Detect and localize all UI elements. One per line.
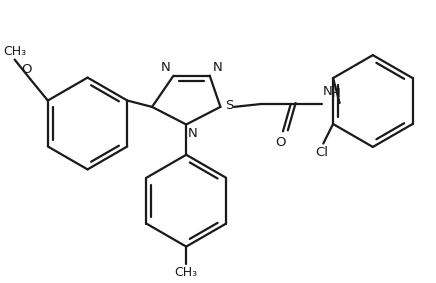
Text: O: O: [276, 136, 286, 149]
Text: CH₃: CH₃: [3, 44, 26, 57]
Text: N: N: [213, 61, 222, 74]
Text: Cl: Cl: [315, 147, 328, 159]
Text: O: O: [21, 63, 31, 76]
Text: N: N: [161, 61, 170, 74]
Text: N: N: [188, 127, 198, 140]
Text: N: N: [323, 85, 333, 98]
Text: H: H: [332, 87, 341, 100]
Text: S: S: [225, 99, 234, 112]
Text: CH₃: CH₃: [175, 266, 198, 279]
